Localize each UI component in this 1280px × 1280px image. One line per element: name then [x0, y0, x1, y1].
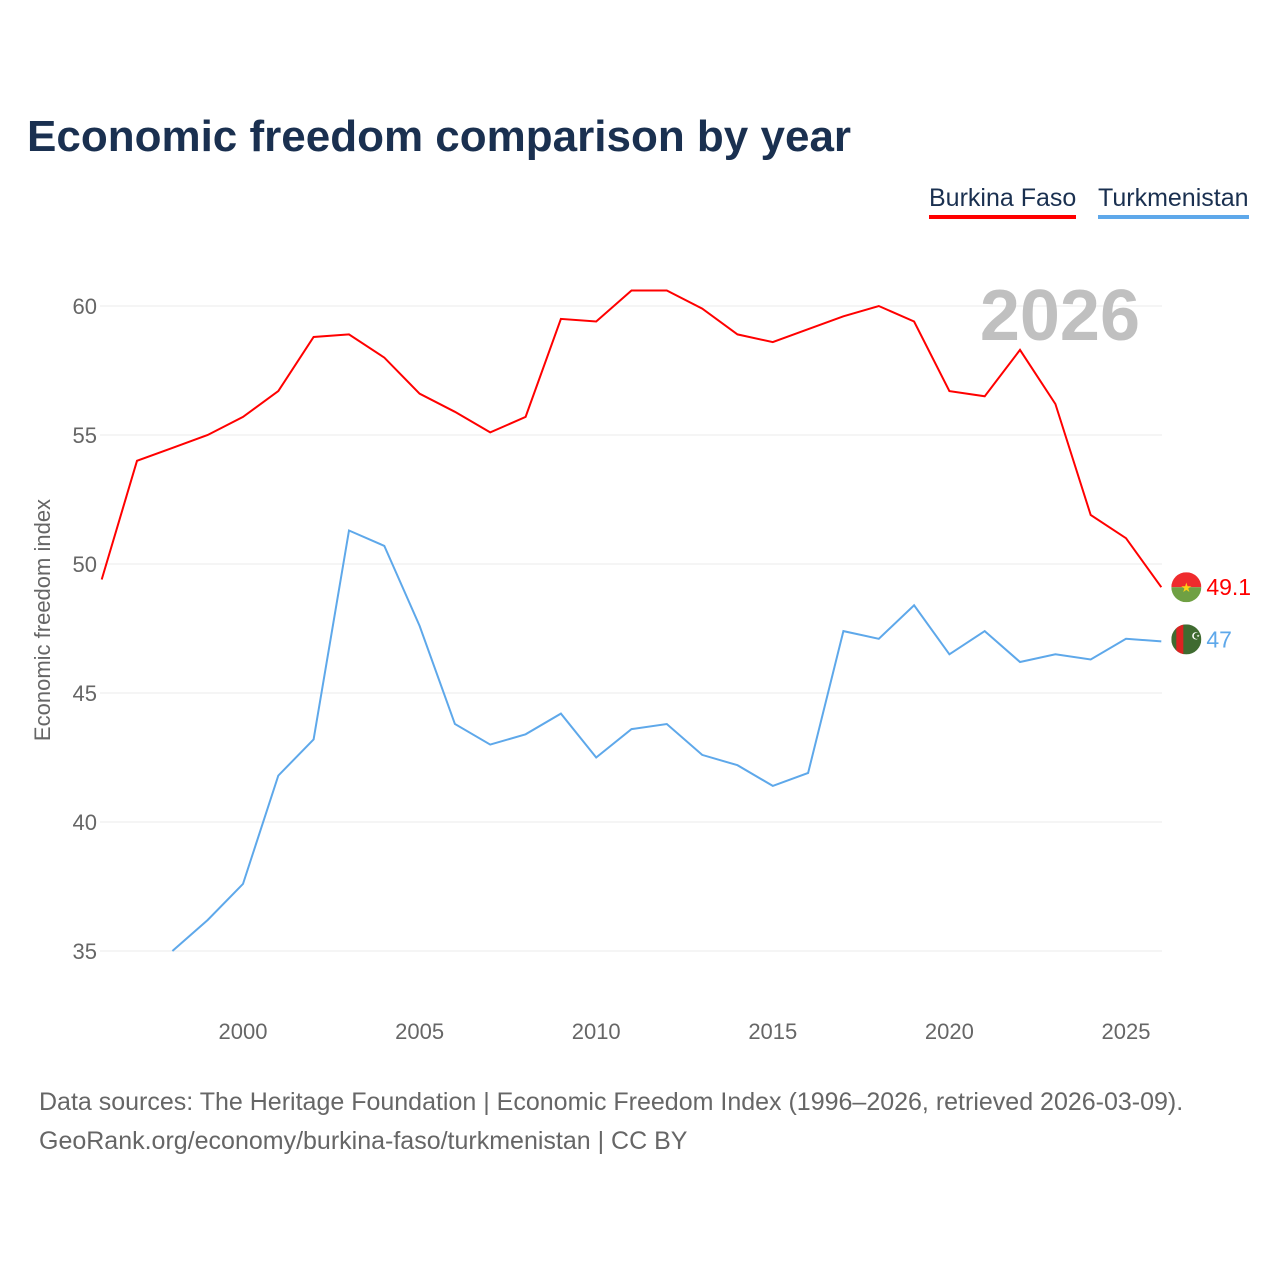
footer-sources: Data sources: The Heritage Foundation | … [39, 1088, 1184, 1116]
x-tick-label: 2000 [219, 1019, 268, 1044]
legend-item-turkmenistan[interactable]: Turkmenistan [1098, 184, 1249, 219]
chart-title: Economic freedom comparison by year [27, 112, 852, 161]
legend-item-burkina-faso[interactable]: Burkina Faso [929, 184, 1077, 219]
burkina-faso-flag-icon: ★ [1171, 572, 1202, 603]
y-tick-label: 35 [73, 939, 97, 964]
y-axis-label: Economic freedom index [30, 499, 55, 741]
y-tick-label: 40 [73, 810, 97, 835]
series-line-burkina-faso [100, 289, 1163, 588]
x-tick-label: 2010 [572, 1019, 621, 1044]
svg-text:☪: ☪ [1191, 631, 1200, 642]
svg-text:★: ★ [1180, 580, 1192, 595]
end-value-label-turkmenistan: 47 [1206, 626, 1232, 652]
x-tick-label: 2025 [1102, 1019, 1151, 1044]
y-tick-label: 60 [73, 294, 97, 319]
x-tick-label: 2020 [925, 1019, 974, 1044]
footer-url[interactable]: GeoRank.org/economy/burkina-faso/turkmen… [39, 1127, 688, 1155]
y-tick-label: 50 [73, 552, 97, 577]
y-tick-label: 45 [73, 681, 97, 706]
end-value-label-burkina-faso: 49.1 [1206, 574, 1251, 600]
turkmenistan-flag-icon: ☪ [1171, 624, 1202, 655]
year-badge: 2026 [980, 276, 1140, 356]
y-tick-label: 55 [73, 423, 97, 448]
series-line-turkmenistan [171, 529, 1162, 952]
x-tick-label: 2005 [395, 1019, 444, 1044]
x-tick-label: 2015 [748, 1019, 797, 1044]
